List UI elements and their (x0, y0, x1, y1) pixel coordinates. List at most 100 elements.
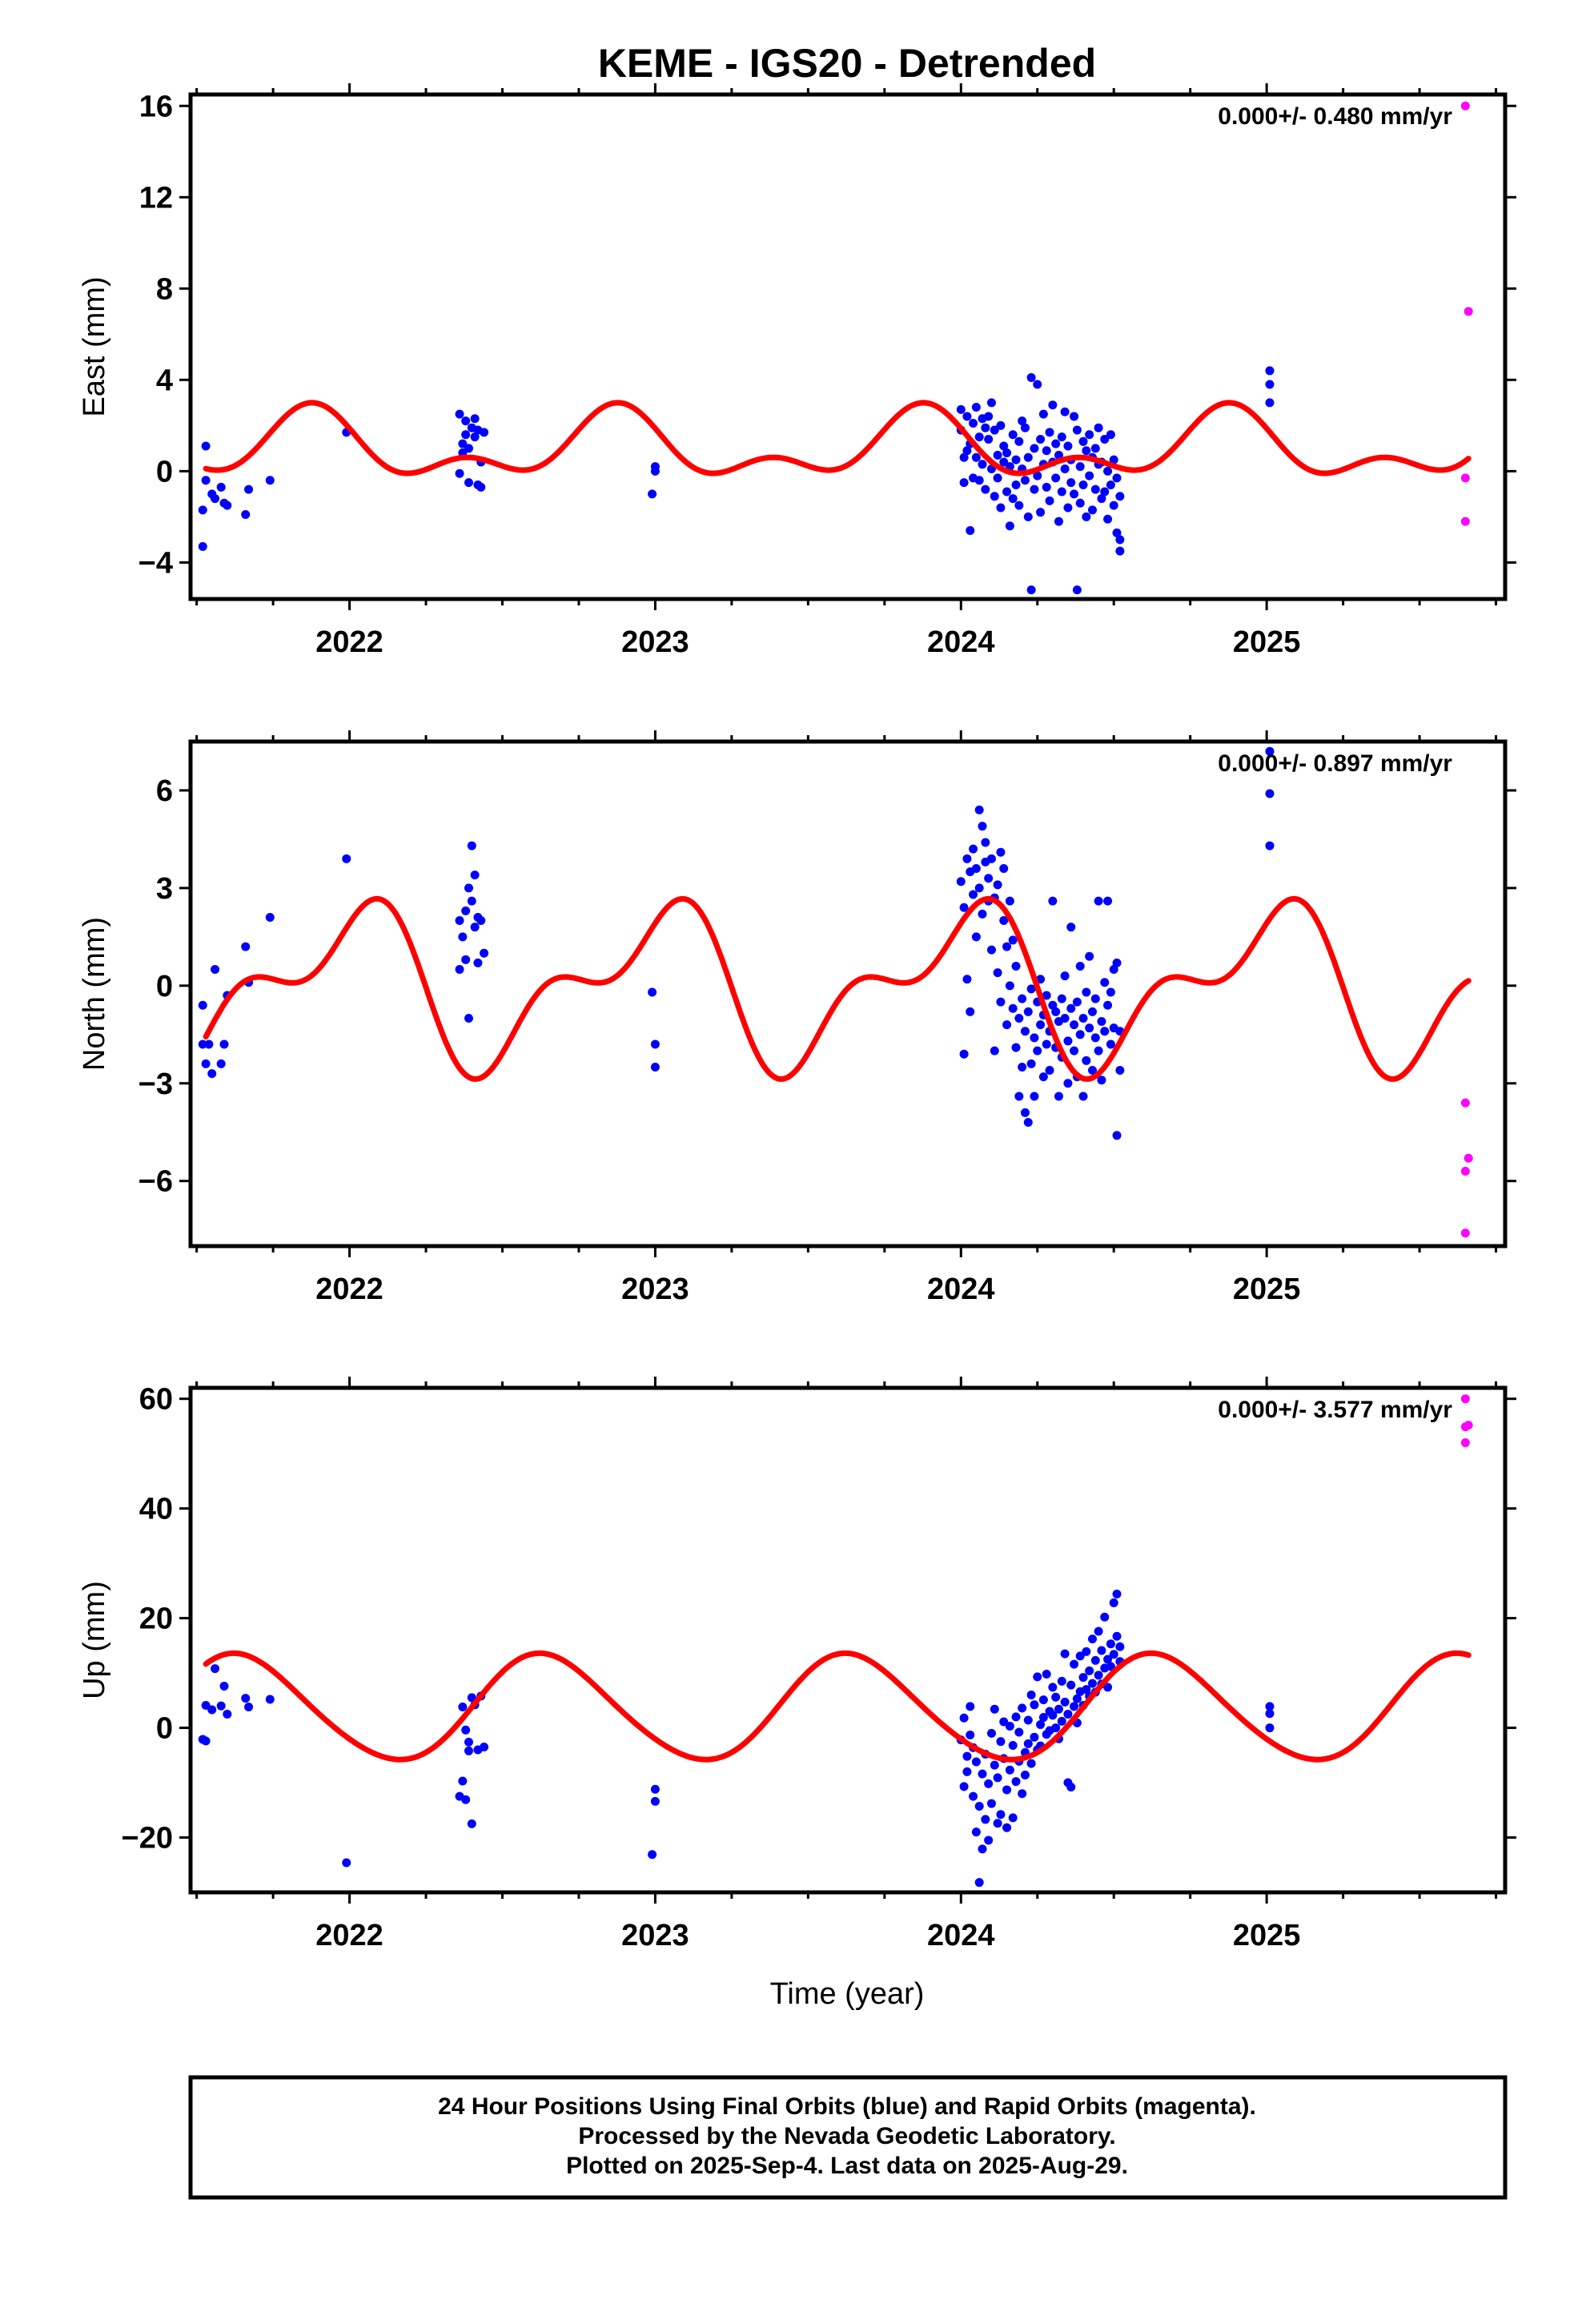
up-final-point (984, 1835, 994, 1845)
east-final-point (1115, 535, 1125, 545)
east-final-point (1057, 432, 1066, 442)
north-final-point (1106, 987, 1115, 997)
north-final-point (1020, 1108, 1030, 1117)
up-final-point (1112, 1631, 1122, 1641)
north-final-point (1265, 746, 1275, 756)
up-final-point (1036, 1719, 1046, 1729)
east-ytick-label: 8 (156, 272, 173, 306)
north-final-point (464, 883, 473, 893)
up-final-point (1011, 1777, 1021, 1787)
north-final-point (999, 864, 1009, 874)
up-final-point (1070, 1659, 1079, 1669)
up-final-point (1109, 1598, 1118, 1607)
north-xtick-label: 2025 (1233, 1273, 1301, 1306)
north-final-point (650, 1039, 660, 1049)
north-final-point (1063, 1036, 1073, 1046)
east-final-point (999, 441, 1009, 451)
north-final-point (996, 997, 1006, 1007)
up-final-point (986, 1799, 996, 1808)
east-final-point (1011, 480, 1021, 489)
up-final-point (1026, 1759, 1036, 1768)
north-final-point (1057, 994, 1066, 1003)
up-model-curve (203, 1650, 1472, 1763)
east-final-point (1033, 380, 1042, 389)
north-frame (188, 739, 1508, 1248)
north-final-point (216, 1059, 226, 1068)
east-final-point (241, 510, 251, 520)
north-final-point (956, 877, 966, 887)
east-final-point (265, 476, 275, 485)
north-final-point (978, 909, 987, 919)
up-final-point (959, 1713, 969, 1723)
east-final-point (223, 501, 232, 510)
east-final-point (1060, 464, 1070, 474)
east-final-point (461, 416, 471, 426)
east-final-point (1085, 430, 1094, 440)
east-xtick-label: 2023 (621, 625, 689, 659)
east-final-point (455, 409, 464, 419)
north-final-point (962, 975, 972, 984)
east-final-point (996, 503, 1006, 513)
up-ytick-label: 20 (139, 1602, 173, 1636)
north-final-point (1002, 942, 1012, 951)
up-final-point (1075, 1651, 1085, 1661)
up-final-point (1023, 1739, 1033, 1748)
east-final-point (981, 423, 990, 432)
east-final-point (650, 462, 660, 472)
east-final-point (1023, 452, 1033, 462)
east-final-point (1036, 434, 1046, 444)
east-final-point (959, 452, 969, 462)
up-final-point (1112, 1589, 1122, 1598)
north-final-point (1054, 1092, 1063, 1101)
up-final-point (458, 1776, 468, 1786)
east-frame (188, 92, 1508, 601)
north-final-point (1085, 1023, 1094, 1033)
up-final-point (971, 1827, 981, 1837)
east-final-point (959, 478, 969, 488)
up-final-point (1011, 1712, 1021, 1722)
north-final-point (984, 874, 994, 883)
east-xtick-label: 2024 (927, 625, 995, 659)
up-final-point (342, 1858, 351, 1868)
up-final-point (1094, 1671, 1103, 1680)
north-final-point (959, 903, 969, 912)
up-plot-area (198, 1394, 1473, 1888)
north-ytick-label: 6 (156, 774, 173, 808)
up-final-point (1087, 1679, 1097, 1688)
footer-line-3: Plotted on 2025-Sep-4. Last data on 2025… (566, 2153, 1128, 2179)
north-rapid-point (1460, 1167, 1470, 1176)
up-final-point (993, 1773, 1002, 1783)
up-final-point (1070, 1702, 1079, 1711)
north-final-point (473, 958, 483, 967)
east-final-point (461, 430, 471, 440)
north-final-point (1103, 896, 1113, 906)
up-final-point (244, 1703, 254, 1712)
up-xtick-label: 2023 (621, 1919, 689, 1952)
north-final-point (1265, 789, 1275, 798)
north-final-point (1115, 1066, 1125, 1076)
up-final-point (974, 1801, 984, 1811)
north-final-point (990, 1046, 999, 1055)
east-final-point (1066, 478, 1076, 488)
east-final-point (1005, 521, 1014, 531)
east-final-point (974, 432, 984, 442)
east-final-point (1048, 400, 1058, 410)
up-final-point (1048, 1683, 1058, 1692)
east-final-point (1033, 471, 1042, 480)
east-final-point (1085, 471, 1094, 480)
east-final-point (1087, 505, 1097, 515)
east-final-point (969, 418, 978, 428)
north-final-point (1060, 971, 1070, 981)
north-final-point (1265, 841, 1275, 850)
up-final-point (962, 1767, 972, 1776)
east-final-point (966, 525, 975, 535)
east-final-point (648, 489, 657, 499)
up-xtick-label: 2024 (927, 1919, 995, 1952)
north-final-point (467, 841, 476, 850)
east-model-curve (203, 400, 1472, 476)
up-final-point (966, 1730, 975, 1739)
up-final-point (1085, 1666, 1094, 1675)
up-final-point (467, 1819, 476, 1828)
up-final-point (1033, 1672, 1042, 1682)
north-final-point (1060, 1013, 1070, 1023)
